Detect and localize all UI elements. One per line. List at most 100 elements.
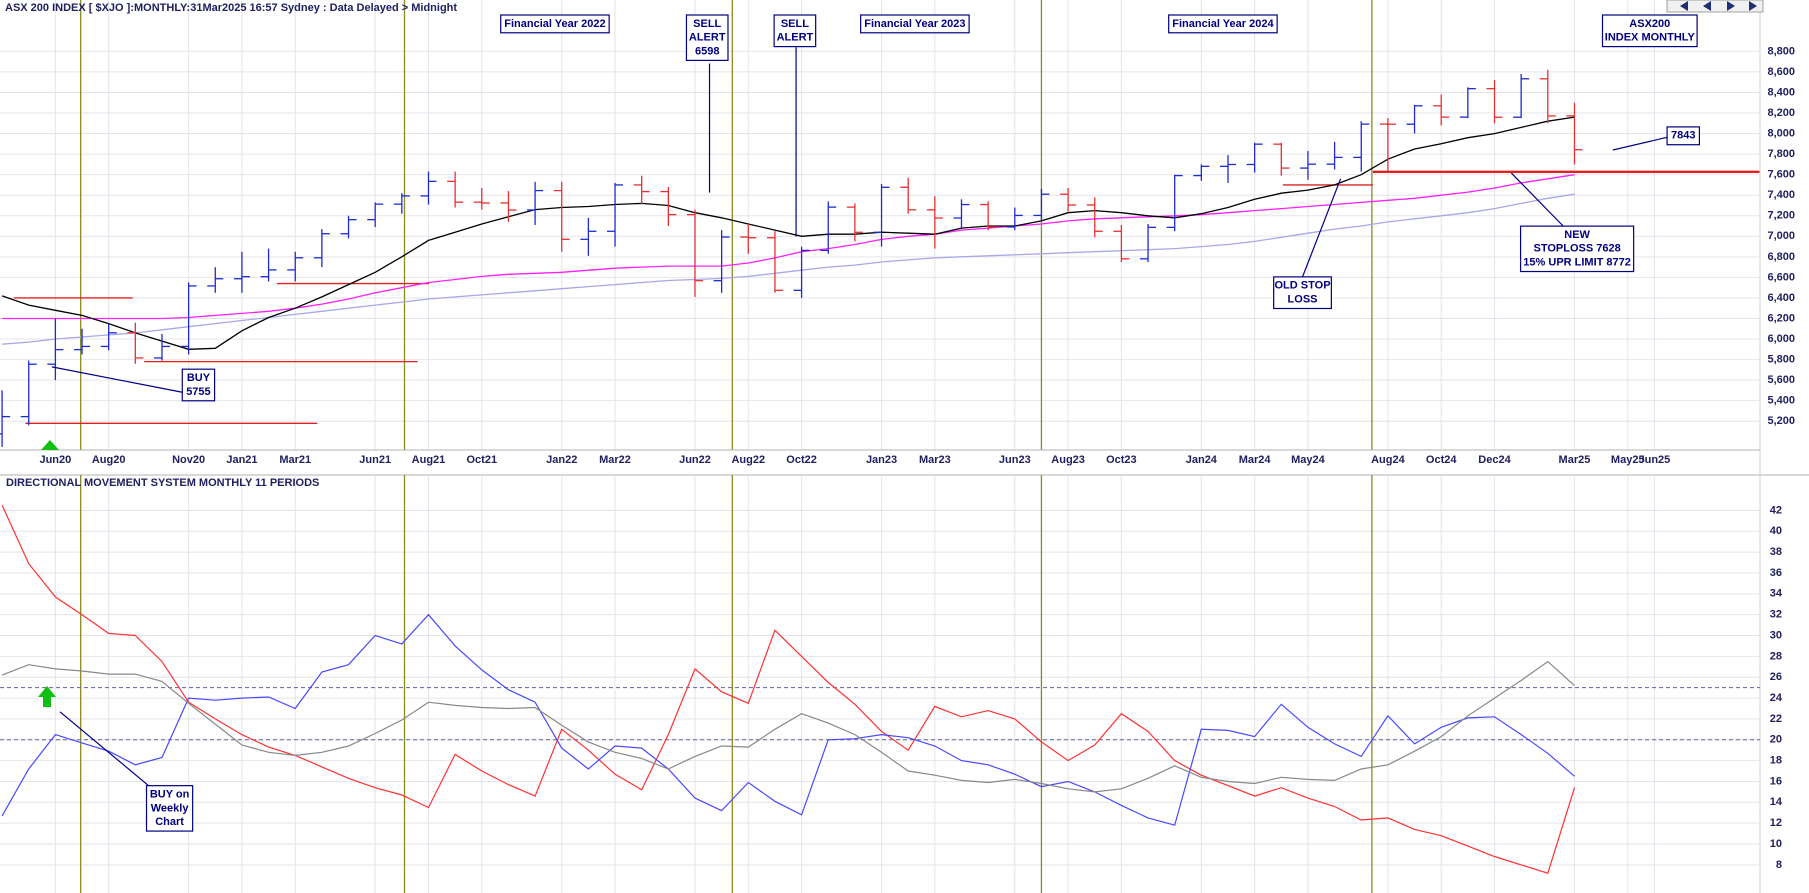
y-tick-label: 6,600 bbox=[1767, 271, 1795, 283]
annotation-text: ASX200 bbox=[1629, 18, 1670, 30]
annotation-text: SELL bbox=[781, 18, 809, 30]
y-tick-label: 10 bbox=[1770, 838, 1782, 850]
buy-arrow bbox=[38, 686, 56, 707]
x-tick-label: Dec24 bbox=[1478, 454, 1511, 466]
y-tick-label: 34 bbox=[1770, 588, 1783, 600]
annotation-text: BUY on bbox=[150, 788, 190, 800]
annotation-pointer bbox=[1301, 178, 1342, 278]
annotation-text: Chart bbox=[155, 816, 184, 828]
y-tick-label: 24 bbox=[1770, 692, 1783, 704]
x-tick-label: Aug21 bbox=[412, 454, 446, 466]
y-tick-label: 7,600 bbox=[1767, 169, 1795, 181]
annotation-text: BUY bbox=[187, 372, 211, 384]
y-tick-label: 8,600 bbox=[1767, 66, 1795, 78]
y-tick-label: 5,400 bbox=[1767, 395, 1795, 407]
x-tick-label: Aug22 bbox=[731, 454, 765, 466]
x-tick-label: Jan22 bbox=[546, 454, 577, 466]
x-tick-label: Mar23 bbox=[919, 454, 951, 466]
y-tick-label: 22 bbox=[1770, 713, 1782, 725]
annotation-box bbox=[145, 785, 194, 832]
annotation-text: 15% UPR LIMIT 8772 bbox=[1523, 257, 1631, 269]
annotation-pointer bbox=[51, 366, 183, 393]
x-tick-label: Aug23 bbox=[1051, 454, 1085, 466]
annotation-pointer bbox=[1612, 136, 1668, 151]
nav-next[interactable] bbox=[1727, 1, 1735, 11]
annotation-box bbox=[685, 14, 729, 61]
x-tick-label: Jun25 bbox=[1639, 454, 1671, 466]
nav-buttons[interactable] bbox=[1666, 0, 1764, 13]
annotation-pointer bbox=[1510, 172, 1564, 227]
y-tick-label: 5,800 bbox=[1767, 353, 1795, 365]
y-tick-label: 8,800 bbox=[1767, 45, 1795, 57]
nav-prev[interactable] bbox=[1703, 1, 1711, 11]
dmi-line bbox=[1, 613, 1575, 826]
annotation-box bbox=[1666, 126, 1700, 146]
annotation-pointer bbox=[59, 711, 151, 788]
chart-title: ASX 200 INDEX [ $XJO ]:MONTHLY:31Mar2025… bbox=[5, 2, 457, 14]
x-tick-label: May24 bbox=[1291, 454, 1326, 466]
y-tick-label: 40 bbox=[1770, 525, 1782, 537]
x-tick-label: Mar24 bbox=[1239, 454, 1272, 466]
y-tick-label: 28 bbox=[1770, 650, 1782, 662]
y-tick-label: 6,200 bbox=[1767, 312, 1795, 324]
nav-first[interactable] bbox=[1680, 1, 1688, 11]
annotation-box bbox=[860, 14, 970, 34]
y-tick-label: 6,800 bbox=[1767, 251, 1795, 263]
dmi-line bbox=[1, 660, 1575, 793]
y-tick-label: 12 bbox=[1770, 817, 1782, 829]
x-tick-label: May25 bbox=[1611, 454, 1645, 466]
y-tick-label: 16 bbox=[1770, 775, 1782, 787]
nav-last[interactable] bbox=[1749, 1, 1757, 11]
x-tick-label: Aug24 bbox=[1371, 454, 1406, 466]
annotation-box bbox=[1168, 14, 1278, 34]
annotation-text: ALERT bbox=[777, 32, 814, 44]
annotation-text: Financial Year 2022 bbox=[504, 18, 605, 30]
y-tick-label: 5,600 bbox=[1767, 374, 1795, 386]
x-tick-label: Mar25 bbox=[1559, 454, 1591, 466]
annotation-text: Weekly bbox=[151, 802, 190, 814]
x-tick-label: Jan21 bbox=[226, 454, 257, 466]
annotation-text: STOPLOSS 7628 bbox=[1533, 243, 1620, 255]
y-tick-label: 30 bbox=[1770, 629, 1782, 641]
annotation-text: ALERT bbox=[689, 32, 726, 44]
y-tick-label: 6,000 bbox=[1767, 333, 1795, 345]
x-tick-label: Oct21 bbox=[466, 454, 497, 466]
x-tick-label: Aug20 bbox=[92, 454, 126, 466]
x-tick-label: Mar22 bbox=[599, 454, 631, 466]
annotation-box bbox=[1601, 14, 1698, 48]
nav-bar[interactable] bbox=[1666, 0, 1764, 13]
y-tick-label: 8,200 bbox=[1767, 107, 1795, 119]
x-tick-label: Jan24 bbox=[1186, 454, 1218, 466]
y-tick-label: 8 bbox=[1776, 859, 1782, 871]
annotation-box bbox=[773, 14, 817, 48]
annotation-text: INDEX MONTHLY bbox=[1605, 32, 1696, 44]
annotation-text: 5755 bbox=[186, 386, 210, 398]
y-tick-label: 7,000 bbox=[1767, 230, 1795, 242]
dmi-line bbox=[1, 504, 1576, 874]
x-tick-label: Oct24 bbox=[1426, 454, 1457, 466]
x-tick-label: Oct23 bbox=[1106, 454, 1137, 466]
annotation-text: Financial Year 2024 bbox=[1172, 18, 1274, 30]
annotation-text: Financial Year 2023 bbox=[864, 18, 965, 30]
annotation-text: 6598 bbox=[695, 45, 719, 57]
y-tick-label: 6,400 bbox=[1767, 292, 1795, 304]
y-tick-label: 20 bbox=[1770, 734, 1782, 746]
x-tick-label: Nov20 bbox=[172, 454, 205, 466]
y-tick-label: 8,400 bbox=[1767, 86, 1795, 98]
x-tick-label: Oct22 bbox=[786, 454, 817, 466]
annotation-box bbox=[1519, 225, 1635, 273]
annotation-text: SELL bbox=[693, 18, 721, 30]
x-tick-label: Jun23 bbox=[999, 454, 1031, 466]
annotation-box bbox=[1273, 276, 1332, 310]
moving-average bbox=[2, 174, 1575, 320]
y-tick-label: 32 bbox=[1770, 609, 1782, 621]
x-tick-label: Mar21 bbox=[279, 454, 311, 466]
buy-arrow bbox=[41, 440, 59, 450]
y-tick-label: 38 bbox=[1770, 546, 1782, 558]
y-tick-label: 18 bbox=[1770, 755, 1782, 767]
y-tick-label: 8,000 bbox=[1767, 127, 1795, 139]
annotation-text: LOSS bbox=[1288, 293, 1318, 305]
